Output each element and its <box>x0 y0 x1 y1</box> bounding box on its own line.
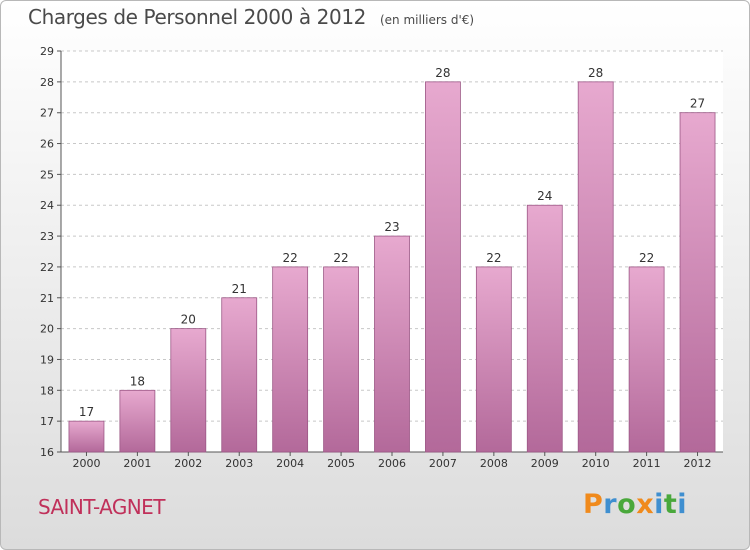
bar-value-label: 18 <box>130 374 145 388</box>
bar-value-label: 22 <box>333 251 348 265</box>
y-tick-label: 26 <box>40 138 54 151</box>
x-tick-label: 2002 <box>174 457 202 470</box>
x-tick-label: 2011 <box>633 457 661 470</box>
x-tick-label: 2001 <box>123 457 151 470</box>
y-tick-label: 24 <box>40 199 54 212</box>
y-tick-label: 28 <box>40 76 54 89</box>
bar <box>679 112 716 453</box>
y-tick-label: 23 <box>40 230 54 243</box>
logo-letter: o <box>617 489 637 520</box>
bar-value-label: 22 <box>639 251 654 265</box>
town-name: SAINT-AGNET <box>38 495 165 519</box>
y-tick-label: 29 <box>40 45 54 58</box>
chart-title: Charges de Personnel 2000 à 2012 (en mill… <box>28 5 474 29</box>
logo-letter: i <box>677 489 688 520</box>
x-tick-label: 2010 <box>582 457 610 470</box>
y-tick-label: 22 <box>40 261 54 274</box>
y-tick-label: 20 <box>40 323 54 336</box>
bar <box>475 266 512 453</box>
x-tick-label: 2003 <box>225 457 253 470</box>
y-tick-label: 19 <box>40 353 54 366</box>
bar-value-label: 22 <box>486 251 501 265</box>
x-tick-label: 2005 <box>327 457 355 470</box>
bar-value-label: 28 <box>588 66 603 80</box>
x-tick-label: 2012 <box>684 457 712 470</box>
bar <box>272 266 309 453</box>
bar <box>526 204 563 453</box>
bar <box>119 389 156 453</box>
bar <box>628 266 665 453</box>
bar <box>221 297 258 453</box>
x-tick-label: 2007 <box>429 457 457 470</box>
x-tick-label: 2008 <box>480 457 508 470</box>
x-tick-label: 2004 <box>276 457 304 470</box>
y-tick-label: 16 <box>40 446 54 459</box>
bar-value-label: 23 <box>384 220 399 234</box>
y-tick-label: 25 <box>40 168 54 181</box>
bar-value-label: 17 <box>79 405 94 419</box>
proxiti-logo: Proxiti <box>583 489 687 520</box>
y-tick-label: 17 <box>40 415 54 428</box>
bar <box>577 81 614 453</box>
logo-letter: x <box>636 489 655 520</box>
bar-value-label: 21 <box>232 282 247 296</box>
x-tick-label: 2000 <box>72 457 100 470</box>
x-tick-label: 2009 <box>531 457 559 470</box>
bar-value-label: 28 <box>435 66 450 80</box>
logo-letter: t <box>663 489 678 520</box>
chart-subtitle: (en milliers d'€) <box>379 13 475 27</box>
bar <box>374 235 410 453</box>
y-tick-label: 18 <box>40 384 54 397</box>
logo-letter: r <box>603 489 618 520</box>
bar-value-label: 27 <box>690 97 705 111</box>
bar-value-label: 20 <box>181 313 196 327</box>
y-tick-label: 21 <box>40 292 54 305</box>
bar <box>425 81 461 453</box>
logo-letter: P <box>583 489 604 520</box>
bar <box>68 420 105 453</box>
bar-value-label: 22 <box>283 251 298 265</box>
logo-letter: i <box>654 489 664 520</box>
y-tick-label: 27 <box>40 107 54 120</box>
chart-title-text: Charges de Personnel 2000 à 2012 <box>28 5 366 29</box>
bar-value-label: 24 <box>537 189 552 203</box>
bar <box>323 266 359 453</box>
x-tick-label: 2006 <box>378 457 406 470</box>
bar <box>170 328 207 453</box>
